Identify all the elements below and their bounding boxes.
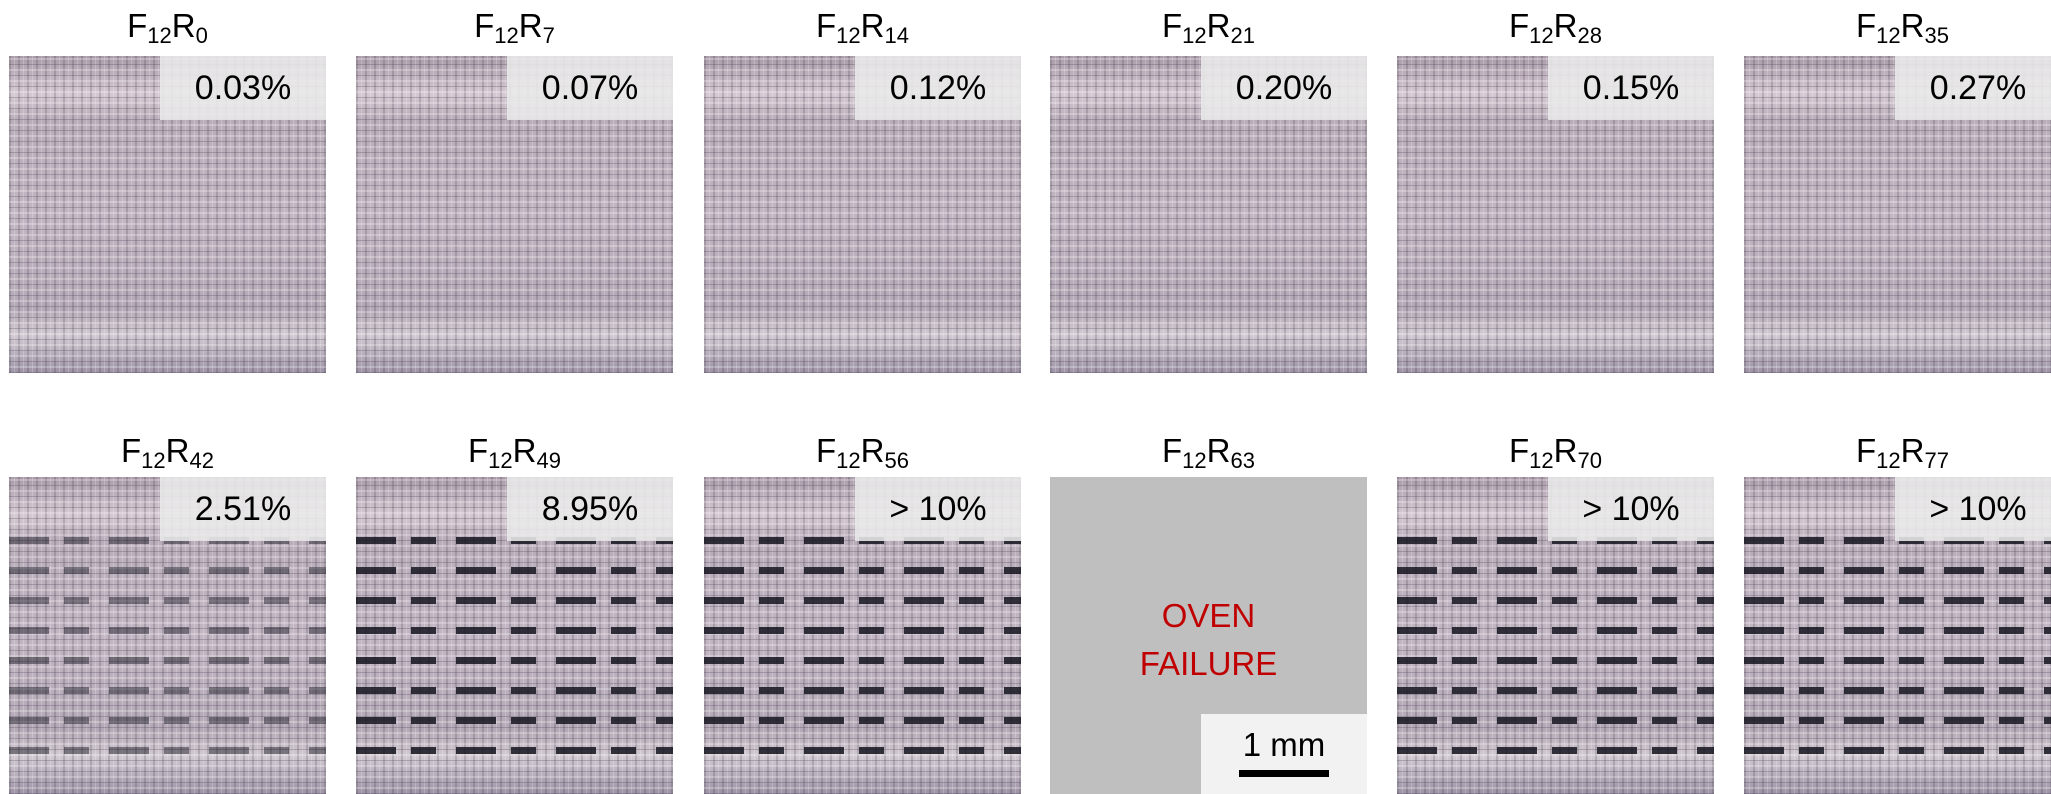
title-r-sub: 35 xyxy=(1925,23,1949,48)
porosity-label: 0.07% xyxy=(507,56,673,120)
title-f: F xyxy=(816,432,836,469)
title-r: R xyxy=(1554,7,1578,44)
scale-bar xyxy=(1239,770,1329,777)
panel-title: F12R49 xyxy=(356,431,673,471)
scale-bar-box: 1 mm xyxy=(1201,714,1367,794)
title-f-sub: 12 xyxy=(1876,23,1900,48)
title-f: F xyxy=(816,7,836,44)
scale-bar-label: 1 mm xyxy=(1201,726,1367,764)
title-f: F xyxy=(1856,7,1876,44)
title-r: R xyxy=(1901,7,1925,44)
panel-title: F12R7 xyxy=(356,6,673,46)
porosity-label: 8.95% xyxy=(507,477,673,541)
porosity-label: 0.12% xyxy=(855,56,1021,120)
porosity-label: 0.20% xyxy=(1201,56,1367,120)
title-f-sub: 12 xyxy=(1529,448,1553,473)
title-r-sub: 14 xyxy=(885,23,909,48)
title-f: F xyxy=(127,7,147,44)
title-r: R xyxy=(861,432,885,469)
micrograph: 8.95% xyxy=(356,477,673,794)
porosity-label: > 10% xyxy=(1895,477,2051,541)
title-r-sub: 7 xyxy=(543,23,555,48)
panel-title: F12R42 xyxy=(9,431,326,471)
title-r: R xyxy=(1207,7,1231,44)
title-r-sub: 28 xyxy=(1578,23,1602,48)
title-r-sub: 0 xyxy=(196,23,208,48)
title-f-sub: 12 xyxy=(1182,23,1206,48)
title-f-sub: 12 xyxy=(141,448,165,473)
micrograph: > 10% xyxy=(1744,477,2051,794)
micrograph: 0.27% xyxy=(1744,56,2051,373)
panel-title: F12R63 xyxy=(1050,431,1367,471)
porosity-label: > 10% xyxy=(1548,477,1714,541)
panel-title: F12R28 xyxy=(1397,6,1714,46)
panel-title: F12R56 xyxy=(704,431,1021,471)
title-f-sub: 12 xyxy=(836,23,860,48)
figure: F12R00.03%F12R70.07%F12R140.12%F12R210.2… xyxy=(0,0,2051,793)
title-r: R xyxy=(172,7,196,44)
title-r-sub: 21 xyxy=(1231,23,1255,48)
micrograph: 0.15% xyxy=(1397,56,1714,373)
title-f-sub: 12 xyxy=(1529,23,1553,48)
title-r-sub: 63 xyxy=(1231,448,1255,473)
micrograph: 0.20% xyxy=(1050,56,1367,373)
title-r: R xyxy=(1901,432,1925,469)
porosity-label: 0.03% xyxy=(160,56,326,120)
porosity-label: > 10% xyxy=(855,477,1021,541)
micrograph: 2.51% xyxy=(9,477,326,794)
title-r-sub: 70 xyxy=(1578,448,1602,473)
failure-line: FAILURE xyxy=(1050,640,1367,688)
panel-title: F12R77 xyxy=(1744,431,2051,471)
title-f-sub: 12 xyxy=(1876,448,1900,473)
title-f: F xyxy=(1509,7,1529,44)
title-f: F xyxy=(1509,432,1529,469)
title-r: R xyxy=(519,7,543,44)
panel-title: F12R35 xyxy=(1744,6,2051,46)
failure-line: OVEN xyxy=(1050,592,1367,640)
title-r-sub: 77 xyxy=(1925,448,1949,473)
title-r: R xyxy=(166,432,190,469)
title-f: F xyxy=(1162,7,1182,44)
title-f: F xyxy=(121,432,141,469)
porosity-label: 2.51% xyxy=(160,477,326,541)
title-r-sub: 56 xyxy=(885,448,909,473)
title-f: F xyxy=(474,7,494,44)
porosity-label: 0.15% xyxy=(1548,56,1714,120)
micrograph: > 10% xyxy=(1397,477,1714,794)
micrograph: 0.03% xyxy=(9,56,326,373)
title-f: F xyxy=(1856,432,1876,469)
micrograph: 0.07% xyxy=(356,56,673,373)
title-f-sub: 12 xyxy=(147,23,171,48)
title-r: R xyxy=(1554,432,1578,469)
title-r: R xyxy=(1207,432,1231,469)
title-f: F xyxy=(468,432,488,469)
porosity-label: 0.27% xyxy=(1895,56,2051,120)
title-f-sub: 12 xyxy=(494,23,518,48)
title-r: R xyxy=(861,7,885,44)
title-r: R xyxy=(513,432,537,469)
panel-title: F12R70 xyxy=(1397,431,1714,471)
panel-title: F12R14 xyxy=(704,6,1021,46)
title-r-sub: 49 xyxy=(537,448,561,473)
panel-title: F12R0 xyxy=(9,6,326,46)
title-f-sub: 12 xyxy=(836,448,860,473)
title-f-sub: 12 xyxy=(488,448,512,473)
micrograph: 0.12% xyxy=(704,56,1021,373)
panel-title: F12R21 xyxy=(1050,6,1367,46)
title-r-sub: 42 xyxy=(190,448,214,473)
micrograph: > 10% xyxy=(704,477,1021,794)
title-f-sub: 12 xyxy=(1182,448,1206,473)
title-f: F xyxy=(1162,432,1182,469)
